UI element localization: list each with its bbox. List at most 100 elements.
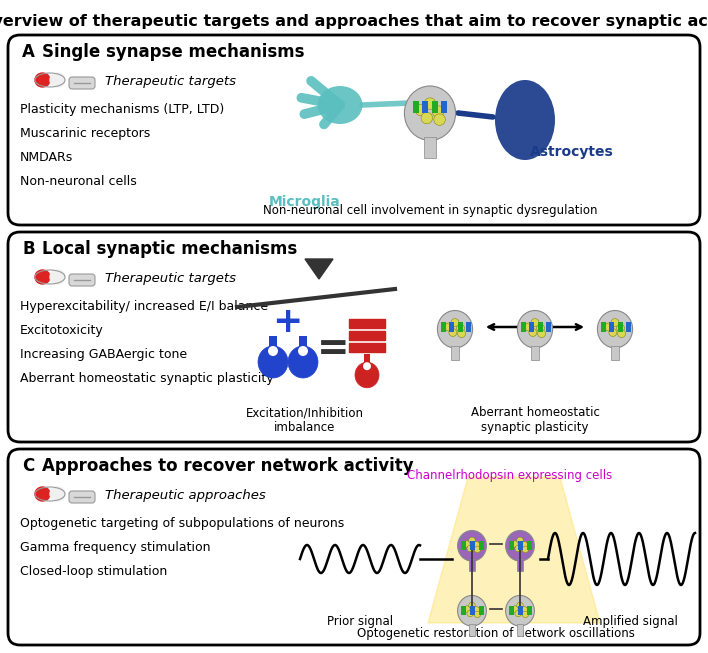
Text: Closed-loop stimulation: Closed-loop stimulation: [20, 565, 167, 578]
Text: Channelrhodopsin expressing cells: Channelrhodopsin expressing cells: [407, 469, 612, 482]
Text: C: C: [22, 457, 34, 475]
Ellipse shape: [288, 346, 318, 378]
Bar: [479, 606, 484, 615]
Text: Single synapse mechanisms: Single synapse mechanisms: [42, 43, 304, 61]
Ellipse shape: [298, 346, 308, 356]
Text: Therapeutic targets: Therapeutic targets: [105, 272, 236, 285]
Ellipse shape: [517, 537, 523, 544]
Ellipse shape: [617, 330, 626, 338]
FancyBboxPatch shape: [8, 232, 700, 442]
Bar: [618, 322, 623, 332]
Bar: [529, 322, 534, 332]
Text: A: A: [22, 43, 35, 61]
Ellipse shape: [464, 606, 470, 613]
Bar: [470, 541, 475, 550]
Bar: [413, 101, 419, 113]
Ellipse shape: [474, 546, 481, 552]
Ellipse shape: [457, 330, 466, 338]
Bar: [349, 331, 385, 340]
Ellipse shape: [473, 541, 480, 548]
Ellipse shape: [355, 362, 379, 388]
Text: Aberrant homeostatic synaptic plasticity: Aberrant homeostatic synaptic plasticity: [20, 372, 273, 385]
Ellipse shape: [523, 611, 529, 618]
Bar: [479, 541, 484, 550]
FancyBboxPatch shape: [299, 336, 307, 348]
Ellipse shape: [317, 86, 362, 124]
FancyBboxPatch shape: [424, 137, 435, 158]
FancyBboxPatch shape: [517, 624, 523, 636]
Text: Amplified signal: Amplified signal: [583, 615, 678, 628]
Ellipse shape: [521, 607, 527, 613]
Text: Non-neuronal cell involvement in synaptic dysregulation: Non-neuronal cell involvement in synapti…: [263, 204, 598, 217]
FancyBboxPatch shape: [8, 35, 700, 225]
Ellipse shape: [506, 596, 535, 626]
Text: Increasing GABAergic tone: Increasing GABAergic tone: [20, 348, 187, 361]
FancyBboxPatch shape: [517, 560, 523, 571]
Text: Gamma frequency stimulation: Gamma frequency stimulation: [20, 541, 210, 554]
Ellipse shape: [529, 328, 537, 336]
Bar: [349, 319, 385, 328]
Ellipse shape: [445, 323, 453, 331]
Ellipse shape: [512, 541, 518, 547]
FancyBboxPatch shape: [611, 345, 619, 360]
Bar: [538, 322, 543, 332]
Bar: [527, 541, 532, 550]
Ellipse shape: [537, 330, 546, 338]
Text: Local synaptic mechanisms: Local synaptic mechanisms: [42, 240, 297, 258]
Ellipse shape: [404, 86, 456, 140]
Ellipse shape: [521, 541, 527, 548]
Text: Hyperexcitability/ increased E/I balance: Hyperexcitability/ increased E/I balance: [20, 300, 268, 313]
Text: B: B: [22, 240, 35, 258]
Ellipse shape: [467, 611, 474, 616]
Ellipse shape: [363, 362, 371, 370]
Text: Muscarinic receptors: Muscarinic receptors: [20, 127, 150, 140]
Text: Excitotoxicity: Excitotoxicity: [20, 324, 104, 337]
Text: Therapeutic approaches: Therapeutic approaches: [105, 489, 266, 502]
FancyBboxPatch shape: [8, 449, 700, 645]
FancyBboxPatch shape: [451, 345, 459, 360]
Bar: [432, 101, 438, 113]
Ellipse shape: [523, 546, 529, 552]
Bar: [458, 322, 463, 332]
Ellipse shape: [457, 530, 486, 561]
Bar: [349, 343, 385, 352]
FancyBboxPatch shape: [69, 77, 95, 89]
Ellipse shape: [469, 537, 475, 544]
FancyBboxPatch shape: [531, 345, 539, 360]
Text: Astrocytes: Astrocytes: [530, 145, 614, 159]
Text: Plasticity mechanisms (LTP, LTD): Plasticity mechanisms (LTP, LTD): [20, 103, 224, 116]
Ellipse shape: [416, 104, 427, 116]
Ellipse shape: [50, 270, 65, 284]
FancyBboxPatch shape: [469, 624, 475, 636]
Ellipse shape: [617, 324, 624, 332]
Ellipse shape: [506, 530, 535, 561]
Ellipse shape: [525, 323, 533, 331]
Text: Optogenetic restoration of network oscillations: Optogenetic restoration of network oscil…: [357, 627, 635, 640]
Ellipse shape: [474, 611, 481, 618]
Ellipse shape: [495, 80, 555, 160]
Ellipse shape: [438, 310, 473, 348]
Ellipse shape: [35, 73, 50, 87]
Ellipse shape: [50, 487, 65, 501]
Text: Non-neuronal cells: Non-neuronal cells: [20, 175, 137, 188]
Bar: [601, 322, 606, 332]
Polygon shape: [428, 477, 600, 623]
Ellipse shape: [434, 114, 445, 125]
FancyBboxPatch shape: [69, 274, 95, 286]
Ellipse shape: [515, 611, 521, 616]
Ellipse shape: [433, 106, 444, 118]
FancyBboxPatch shape: [469, 560, 475, 571]
Ellipse shape: [50, 73, 65, 87]
Bar: [609, 322, 614, 332]
Text: Excitation/Inhibition
imbalance: Excitation/Inhibition imbalance: [246, 406, 364, 434]
Bar: [518, 606, 523, 615]
Bar: [521, 322, 526, 332]
Ellipse shape: [518, 310, 553, 348]
Ellipse shape: [457, 596, 486, 626]
Ellipse shape: [473, 607, 480, 613]
Text: Aberrant homeostatic
synaptic plasticity: Aberrant homeostatic synaptic plasticity: [471, 406, 600, 434]
FancyBboxPatch shape: [69, 491, 95, 503]
Text: =: =: [316, 330, 349, 368]
Ellipse shape: [35, 487, 50, 501]
Bar: [466, 322, 471, 332]
